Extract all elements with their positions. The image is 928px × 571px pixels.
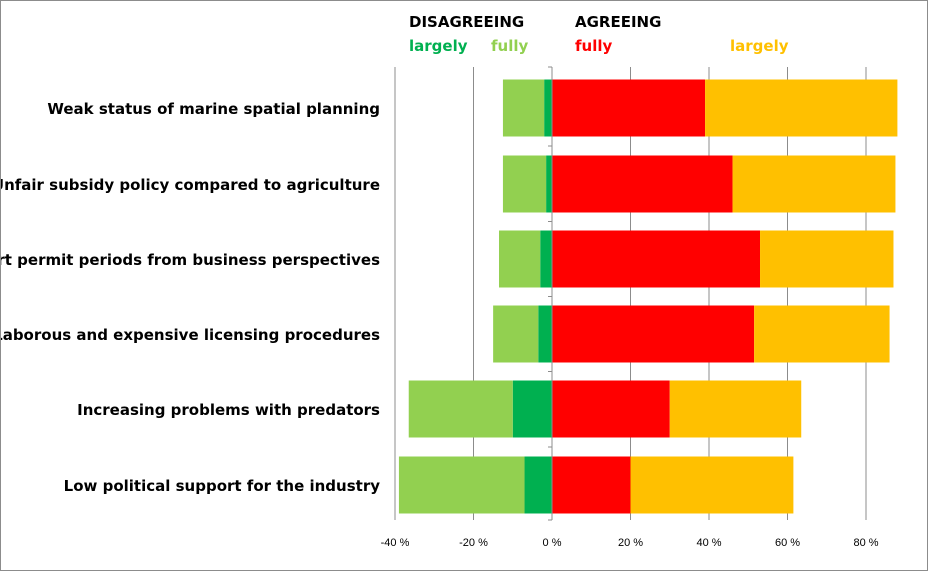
category-label-5: Low political support for the industry [64,477,381,495]
legend-item-agreeing-largely: largely [730,37,789,55]
bar-disagreeing-fully-3 [493,305,539,363]
bar-agreeing-fully-3 [552,305,755,363]
bar-disagreeing-largely-4 [512,380,552,438]
bar-agreeing-fully-2 [552,230,761,288]
x-tick-label-1: -20 % [459,537,488,549]
category-label-4: Increasing problems with predators [77,401,380,419]
category-label-2: Short permit periods from business persp… [1,251,380,269]
bar-disagreeing-largely-1 [546,155,552,213]
bar-disagreeing-largely-0 [544,79,552,137]
legend-item-agreeing-fully: fully [575,37,612,55]
legend-group-disagreeing: DISAGREEING [409,13,524,31]
bar-disagreeing-fully-2 [499,230,541,288]
legend-item-disagreeing-largely: largely [409,37,468,55]
bar-agreeing-fully-4 [552,380,670,438]
bar-disagreeing-largely-2 [540,230,552,288]
x-tick-label-5: 60 % [775,537,800,549]
x-tick-label-4: 40 % [696,537,721,549]
bar-disagreeing-largely-3 [538,305,552,363]
bar-agreeing-largely-4 [669,380,802,438]
bar-disagreeing-fully-4 [408,380,513,438]
x-tick-label-6: 80 % [853,537,878,549]
bar-disagreeing-fully-0 [502,79,545,137]
bar-disagreeing-fully-5 [398,456,525,514]
bar-agreeing-fully-1 [552,155,733,213]
category-label-1: Unfair subsidy policy compared to agricu… [1,176,380,194]
bar-agreeing-largely-2 [760,230,894,288]
bar-disagreeing-largely-5 [524,456,552,514]
legend-item-disagreeing-fully: fully [491,37,528,55]
x-tick-label-3: 20 % [618,537,643,549]
bar-agreeing-largely-3 [754,305,890,363]
x-tick-label-2: 0 % [543,537,562,549]
bar-agreeing-largely-5 [630,456,794,514]
legend-group-agreeing: AGREEING [575,13,661,31]
bar-agreeing-largely-1 [732,155,896,213]
bar-agreeing-largely-0 [705,79,898,137]
bar-disagreeing-fully-1 [502,155,547,213]
x-tick-label-0: -40 % [381,537,410,549]
category-label-0: Weak status of marine spatial planning [47,100,380,118]
bar-agreeing-fully-5 [552,456,631,514]
category-label-3: Laborous and expensive licensing procedu… [1,326,380,344]
bar-agreeing-fully-0 [552,79,706,137]
